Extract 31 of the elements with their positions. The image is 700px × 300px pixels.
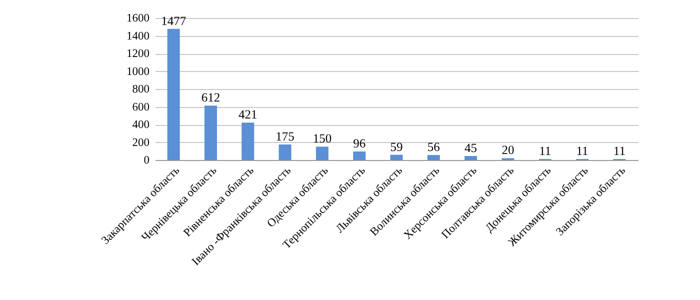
- data-label: 612: [201, 90, 220, 105]
- y-tick-label: 1600: [126, 12, 150, 24]
- data-label: 96: [353, 136, 366, 150]
- y-tick-label: 200: [132, 136, 150, 149]
- bar: [390, 154, 403, 160]
- data-label: 11: [539, 144, 552, 158]
- bar: [427, 155, 440, 160]
- data-label: 59: [390, 140, 403, 154]
- y-tick-label: 400: [132, 119, 150, 131]
- y-tick-label: 1000: [126, 66, 150, 78]
- data-label: 150: [312, 132, 332, 146]
- bar: [242, 122, 254, 160]
- y-tick-label: 1200: [126, 48, 150, 60]
- data-label: 20: [502, 143, 514, 158]
- y-tick-label: 800: [132, 84, 150, 96]
- data-label: 56: [427, 140, 440, 154]
- bar: [316, 146, 328, 160]
- data-label: 175: [276, 129, 294, 144]
- y-tick-label: 0: [144, 154, 150, 166]
- bar: [278, 144, 292, 160]
- data-label: 421: [238, 108, 258, 122]
- data-label: 45: [464, 141, 478, 156]
- data-label: 11: [613, 144, 626, 158]
- bar: [353, 151, 366, 160]
- bar: [464, 156, 478, 160]
- y-tick-label: 1400: [126, 30, 150, 42]
- bar: [204, 106, 217, 160]
- data-label: 11: [576, 144, 588, 158]
- bar: [167, 28, 180, 160]
- y-tick-label: 600: [132, 101, 150, 114]
- data-label: 1477: [161, 14, 186, 28]
